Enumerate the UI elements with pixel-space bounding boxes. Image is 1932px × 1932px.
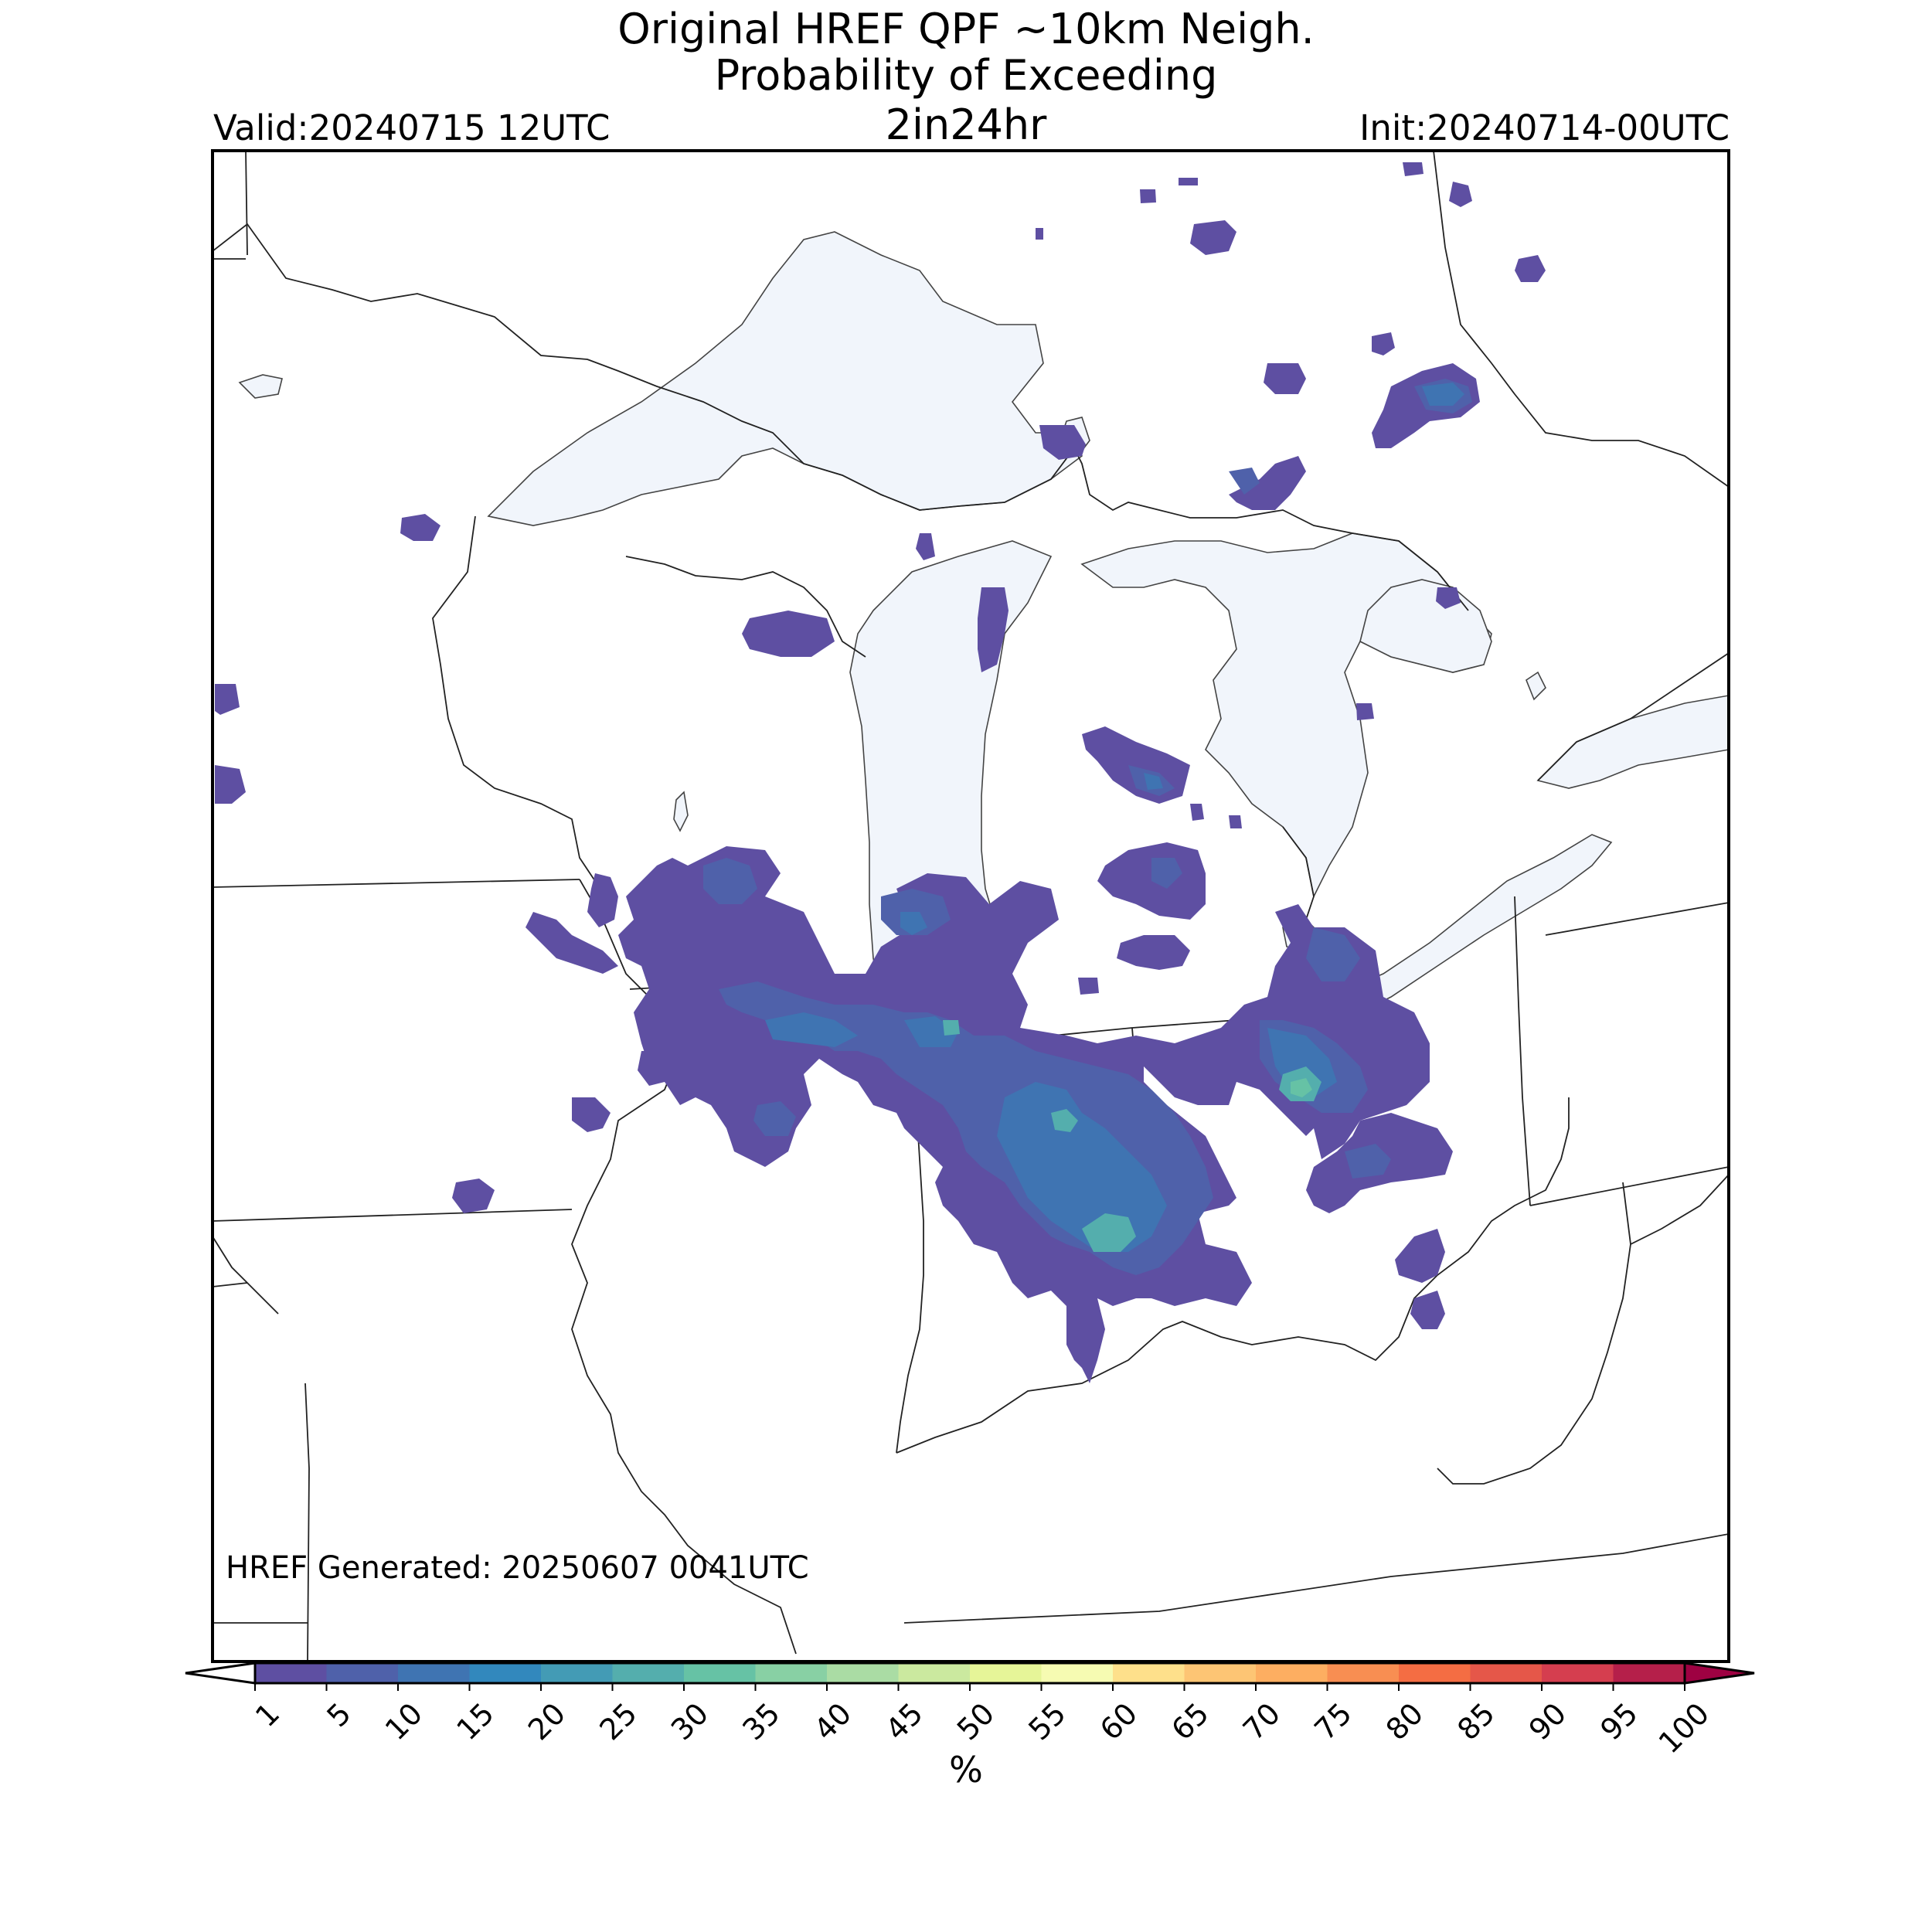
colorbar-under-arrow [185,1662,257,1685]
kansas-border [213,1282,308,1624]
lake-winnebago [673,791,689,832]
colorbar-tick-label: 40 [808,1696,858,1747]
new-york-pennsylvania-border [1529,1166,1729,1206]
colorbar-segment [1613,1663,1685,1683]
colorbar-segment [898,1663,971,1683]
probability-field [215,162,1546,1383]
colorbar-tick-label: 10 [379,1696,429,1747]
probability-level-30 [1291,1078,1312,1097]
colorbar-segment [684,1663,756,1683]
colorbar-segment [1184,1663,1257,1683]
ohio-river [896,1097,1570,1454]
colorbar-segment [469,1663,542,1683]
colorbar-segment [827,1663,899,1683]
colorbar-segment [1542,1663,1614,1683]
colorbar-segment [255,1663,327,1683]
colorbar-tick-label: 85 [1451,1696,1501,1747]
colorbar-segment [970,1663,1042,1683]
colorbar-tick-label: 15 [450,1696,500,1747]
colorbar-tick-label: 75 [1308,1696,1358,1747]
title-line-3: 2in24hr [885,100,1047,149]
ontario-quebec-border [1433,151,1729,488]
colorbar-tick-label: 30 [665,1696,715,1747]
colorbar-tick-label: 35 [736,1696,786,1747]
colorbar-segment [1327,1663,1400,1683]
nd-mn-border [213,151,248,260]
colorbar-segment [541,1663,613,1683]
colorbar-tick-label: 45 [879,1696,929,1747]
colorbar-tick-label: 55 [1022,1696,1072,1747]
colorbar-unit-label: % [949,1749,983,1791]
lake-simcoe [1526,671,1546,701]
upper-red-lake [238,374,283,399]
generated-time-label: HREF Generated: 20250607 0041UTC [226,1550,809,1586]
colorbar-segment [1041,1663,1114,1683]
map-frame [211,149,1730,1663]
probability-level-20 [943,1020,1321,1252]
title-line-1: Original HREF QPF ~10km Neigh. [617,5,1315,53]
kentucky-tennessee-border [903,1533,1729,1624]
colorbar-segment [1399,1663,1471,1683]
init-time-label: Init:20240714-00UTC [1359,107,1730,148]
pennsylvania-ny-line [1545,902,1729,936]
wisconsin-michigan-border [625,556,866,658]
nebraska-iowa-border [213,1236,279,1315]
colorbar-tick-label: 60 [1094,1696,1144,1747]
colorbar-segment [755,1663,828,1683]
colorbar-tick-label: 20 [522,1696,572,1747]
ohio-pennsylvania-border [1514,896,1531,1206]
colorbar-tick-label: 70 [1236,1696,1287,1747]
colorbar-tick-label: 65 [1165,1696,1215,1747]
colorbar-segments [255,1663,1685,1683]
colorbar-tick-label: 95 [1594,1696,1644,1747]
colorbar-over-arrow [1683,1662,1755,1685]
colorbar-segment [398,1663,470,1683]
political-borders [213,151,1729,1662]
colorbar-segment [1256,1663,1328,1683]
colorbar: 1 5 10 15 20 25 30 35 40 45 50 55 60 65 70 75 80 85 90 95 10… [185,1662,1755,1760]
iowa-minnesota-border [213,879,580,888]
iowa-missouri-border [213,1209,573,1222]
colorbar-segment [326,1663,399,1683]
map-area [213,151,1729,1662]
colorbar-segment [1470,1663,1543,1683]
colorbar-segment [612,1663,685,1683]
colorbar-tick-label: 90 [1522,1696,1573,1747]
colorbar-segment [1113,1663,1185,1683]
minnesota-wisconsin-border [432,515,596,882]
colorbar-tick-label: 25 [593,1696,643,1747]
colorbar-tick-label: 1 [249,1696,286,1733]
valid-time-label: Valid:20240715 12UTC [213,107,611,148]
missouri-west-border [304,1383,310,1662]
colorbar-tick-label: 80 [1379,1696,1430,1747]
west-virginia-border [1437,1174,1729,1485]
title-line-2: Probability of Exceeding [714,51,1218,100]
colorbar-tick-label: 5 [320,1696,357,1733]
colorbar-tick-label: 50 [951,1696,1001,1747]
